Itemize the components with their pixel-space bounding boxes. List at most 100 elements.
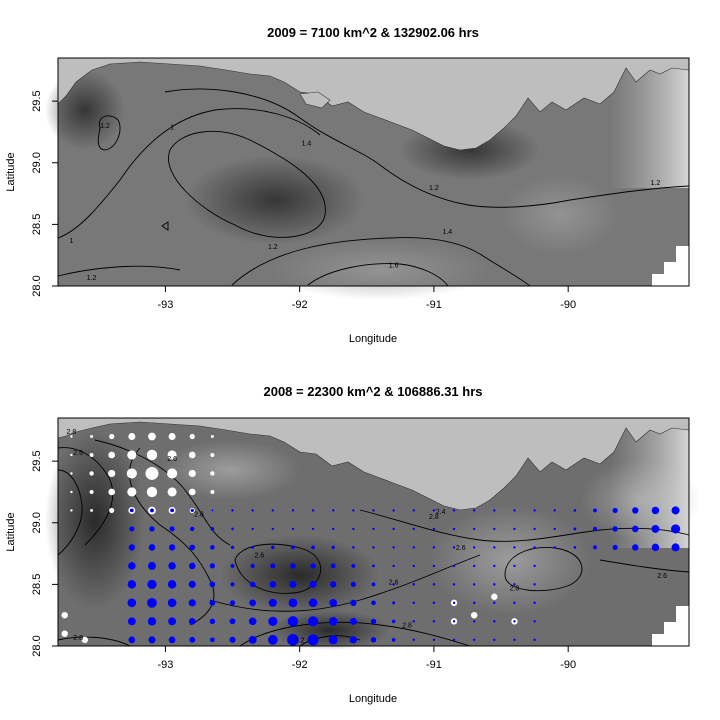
bubble-negative [168,562,176,570]
bubble-negative [472,601,476,605]
y-tick-label: 28.0 [31,275,43,296]
plot-area: 2.8 2.6 2.6 2.8 2.8 2.6 2.6 2.8 3.2 2.4 2.6 2.8 2.6 2… [45,417,700,650]
bubble-negative [267,634,278,645]
bubble-negative [472,564,476,568]
plot-area: 1.2 1 1.4 1.2 1.2 1 1.2 1.4 1.6 1.2 [45,57,690,300]
contour-lines [57,439,690,647]
bubble-negative [372,509,375,512]
bubble-negative [432,546,436,549]
x-tick-label: -90 [560,659,576,671]
bubble-positive [189,433,195,440]
bubble-positive [61,611,68,619]
heatmap-east-fade [610,58,689,188]
bubble-negative [452,564,456,568]
bubble-negative [147,617,157,626]
bubble-negative [188,580,196,588]
bubble-positive [81,636,89,644]
bubble-negative [392,564,395,568]
x-axis-label: Longitude [349,333,397,345]
y-tick-label: 28.5 [31,214,43,235]
bubble-negative [168,544,176,551]
bubble-negative [533,638,536,642]
bubble-negative [432,527,436,531]
bubble-negative [287,634,299,646]
bubble-negative [189,636,196,643]
bubble-negative [573,509,577,512]
bubble-negative [350,599,357,607]
bubble-negative [412,564,415,568]
bubble-positive [70,435,73,438]
bubble-negative [472,527,476,531]
bubble-negative [249,599,257,607]
bubble-negative [251,546,255,549]
bubble-positive [126,468,137,479]
bubble-positive [145,466,159,480]
bubble-negative [392,601,396,605]
contour-label: 2.6 [389,579,399,586]
bubble-positive [188,469,196,478]
bubble-negative [493,546,496,549]
bubble-negative [210,545,215,550]
bubble-negative [493,527,496,531]
bubble-negative [168,617,177,626]
bubble-negative [432,601,436,605]
heatmap-dark-zone [45,70,125,150]
bubble-negative [291,527,295,531]
bubble-positive [128,432,136,440]
y-tick-label: 28.5 [31,574,43,595]
bubble-negative [612,507,618,514]
bubble-negative [167,598,177,608]
bubble-positive [210,471,215,476]
bubble-negative [148,544,156,551]
bubble-negative [190,508,194,513]
contour-label: 1 [170,124,174,131]
bubble-negative [127,580,137,589]
bubble-negative [209,563,216,569]
contour-label: 1.2 [651,180,661,187]
bubble-negative [308,598,318,608]
bubble-negative [670,524,681,534]
bubble-negative [372,564,375,568]
bubble-negative [330,563,336,569]
bubble-negative [209,599,216,606]
contour-label: 2.8 [67,429,77,436]
bubble-negative [168,636,176,644]
bubble-negative [268,598,277,607]
contour-label: 3.2 [295,637,305,644]
bubble-negative [250,563,255,569]
bubble-positive [491,593,498,600]
bubble-negative [472,546,476,549]
y-axis-label: Latitude [5,512,17,551]
bubble-negative [271,527,275,531]
bubble-negative [651,506,660,515]
bubble-negative [632,507,639,514]
bubble-negative [513,601,516,605]
bubble-negative [147,579,157,590]
contour-label: 1.4 [302,141,312,148]
x-tick-label: -91 [426,299,442,311]
bubble-negative [209,637,215,643]
bubble-negative [671,506,680,515]
bubble-negative [513,527,516,531]
bubble-negative [432,638,436,642]
bubble-positive [70,509,73,512]
bubble-negative [311,527,315,531]
bubble-negative [493,601,496,605]
bubble-negative [392,509,395,512]
contour-label: 2.4 [436,509,446,516]
x-tick-label: -92 [292,299,308,311]
bubble-positive [89,489,94,494]
bubble-positive [188,451,196,459]
bubble-negative [452,546,456,549]
bubble-negative [573,527,577,531]
bubble-negative [248,617,257,626]
bubble-negative [493,620,496,623]
contour-label: 2.8 [510,586,520,593]
bubble-positive [148,432,156,441]
bubble-negative [311,545,315,550]
contour-label: 1.6 [389,263,399,270]
bubble-positive [210,489,215,494]
bubble-negative [291,545,295,550]
bubble-negative [231,527,234,531]
bubble-negative [128,562,136,570]
